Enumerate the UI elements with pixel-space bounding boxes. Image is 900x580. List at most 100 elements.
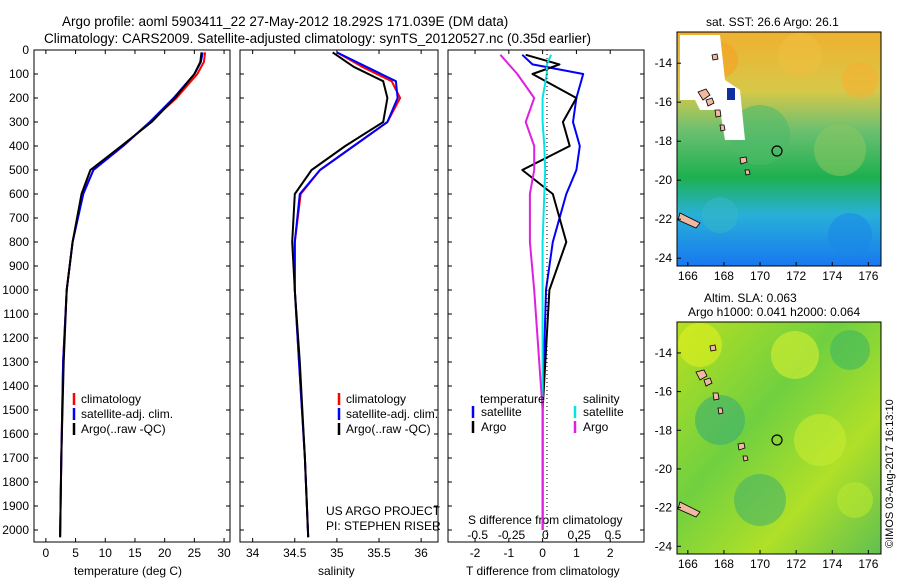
temperature-series [59, 52, 207, 538]
series-satellite-adj-clim [293, 51, 399, 538]
map-x-tick-label: 172 [786, 269, 806, 283]
legend-difference: temperature salinity satellite satellite… [471, 392, 624, 434]
map-y-tick-label: -18 [655, 134, 673, 148]
x-tick-label: 10 [99, 546, 113, 560]
map1-title: sat. SST: 26.6 Argo: 26.1 [706, 15, 839, 29]
legend-label: satellite [583, 405, 624, 419]
map-y-tick-label: -20 [655, 462, 673, 476]
legend-label: climatology [81, 392, 141, 406]
watermark: ©IMOS 03-Aug-2017 16:13:10 [884, 399, 896, 548]
depth-tick-label: 1500 [2, 403, 29, 417]
map-y-tick-label: -16 [655, 385, 673, 399]
depth-axis: 0 100 200 300 400 500 600 700 800 900 1000 1100 1200… [2, 43, 644, 537]
map1-x-axis: 166 168 170 172 174 176 [678, 262, 879, 283]
map-y-tick-label: -24 [655, 251, 673, 265]
s-diff-tick-label: -0.5 [467, 528, 488, 542]
map2-float-marker [771, 434, 783, 446]
map2-x-axis: 166 168 170 172 174 176 [678, 550, 879, 571]
header-line-2: Climatology: CARS2009. Satellite-adjuste… [44, 31, 591, 46]
map-y-tick-label: -24 [655, 539, 673, 553]
map1-y-axis: -14 -16 -18 -20 -22 -24 [655, 56, 681, 265]
series-argo-raw-qc [291, 51, 389, 538]
depth-tick-label: 1600 [2, 427, 29, 441]
header-line-1: Argo profile: aoml 5903411_22 27-May-201… [62, 14, 508, 29]
x-tick-label: -1 [503, 546, 514, 560]
map-x-tick-label: 170 [750, 557, 770, 571]
map-x-tick-label: 176 [858, 557, 878, 571]
map-x-tick-label: 168 [714, 557, 734, 571]
depth-tick-label: 1400 [2, 379, 29, 393]
depth-tick-label: 400 [9, 139, 29, 153]
depth-tick-label: 500 [9, 163, 29, 177]
s-diff-tick-label: -0.25 [498, 528, 526, 542]
depth-tick-label: 800 [9, 235, 29, 249]
depth-tick-label: 700 [9, 211, 29, 225]
map-y-tick-label: -16 [655, 95, 673, 109]
map-y-tick-label: -14 [655, 346, 673, 360]
map2-title-2: Argo h1000: 0.041 h2000: 0.064 [688, 305, 860, 319]
x-tick-label: 34 [246, 546, 260, 560]
map-y-tick-label: -18 [655, 423, 673, 437]
depth-tick-label: 200 [9, 91, 29, 105]
map2-texture [678, 323, 873, 526]
salinity-series [291, 51, 402, 538]
series-climatology [59, 52, 207, 538]
legend-label: satellite [481, 405, 522, 419]
s-diff-tick-label: 0.5 [605, 528, 622, 542]
depth-tick-label: 1100 [3, 307, 29, 321]
map1-islands [677, 53, 751, 229]
depth-tick-label: 900 [9, 259, 29, 273]
depth-tick-label: 1700 [2, 451, 29, 465]
legend-temp-header: temperature [480, 392, 545, 406]
depth-tick-label: 300 [9, 115, 29, 129]
map-x-tick-label: 172 [786, 557, 806, 571]
map-y-tick-label: -14 [655, 56, 673, 70]
x-tick-label: 34.5 [283, 546, 307, 560]
map-y-tick-label: -22 [655, 212, 673, 226]
depth-tick-label: 2000 [2, 523, 29, 537]
depth-tick-label: 1000 [2, 283, 29, 297]
depth-tick-label: 100 [9, 67, 29, 81]
temperature-panel [33, 49, 231, 543]
series-temperature-argo [521, 53, 578, 530]
series-argo-raw-qc [59, 52, 203, 538]
project-line-1: US ARGO PROJECT [326, 504, 441, 518]
series-salinity-satellite [541, 54, 553, 530]
map1-blue-patch [727, 88, 735, 100]
map1-float-marker [771, 145, 783, 157]
temperature-axis-label: temperature (deg C) [74, 564, 182, 578]
map-y-tick-label: -22 [655, 501, 673, 515]
t-diff-axis-label: T difference from climatology [466, 564, 620, 578]
map2-frame [676, 321, 882, 555]
map-x-tick-label: 166 [678, 557, 698, 571]
depth-tick-label: 0 [22, 43, 29, 57]
depth-tick-label: 1300 [2, 355, 29, 369]
legend-salinity: climatology satellite-adj. clim. Argo(..… [337, 392, 438, 436]
legend-label: satellite-adj. clim. [346, 407, 438, 421]
map1-frame [676, 31, 882, 267]
map-x-tick-label: 174 [822, 557, 842, 571]
depth-tick-label: 1200 [2, 331, 29, 345]
series-salinity-argo [499, 54, 544, 530]
x-tick-label: 35.5 [367, 546, 391, 560]
temperature-x-axis: 0 5 10 15 20 25 30 [43, 50, 231, 560]
x-tick-label: 2 [607, 546, 614, 560]
project-line-2: PI: STEPHEN RISER [326, 519, 441, 533]
x-tick-label: 30 [217, 546, 231, 560]
map1-cloud-mask [680, 35, 745, 140]
map-y-tick-label: -20 [655, 173, 673, 187]
difference-series [499, 53, 585, 530]
x-tick-label: 5 [72, 546, 79, 560]
salinity-panel [239, 49, 439, 543]
s-diff-tick-label: 0 [542, 528, 549, 542]
map-x-tick-label: 168 [714, 269, 734, 283]
legend-label: Argo [583, 420, 609, 434]
difference-panel [447, 49, 645, 543]
map-x-tick-label: 176 [858, 269, 878, 283]
map-x-tick-label: 174 [822, 269, 842, 283]
difference-x-axis: -2 -1 0 1 2 -0.5 -0.25 0 0.25 0.5 [467, 50, 622, 560]
legend-label: Argo(..raw -QC) [346, 422, 431, 436]
x-tick-label: 1 [573, 546, 580, 560]
s-diff-title: S difference from climatology [468, 513, 623, 527]
